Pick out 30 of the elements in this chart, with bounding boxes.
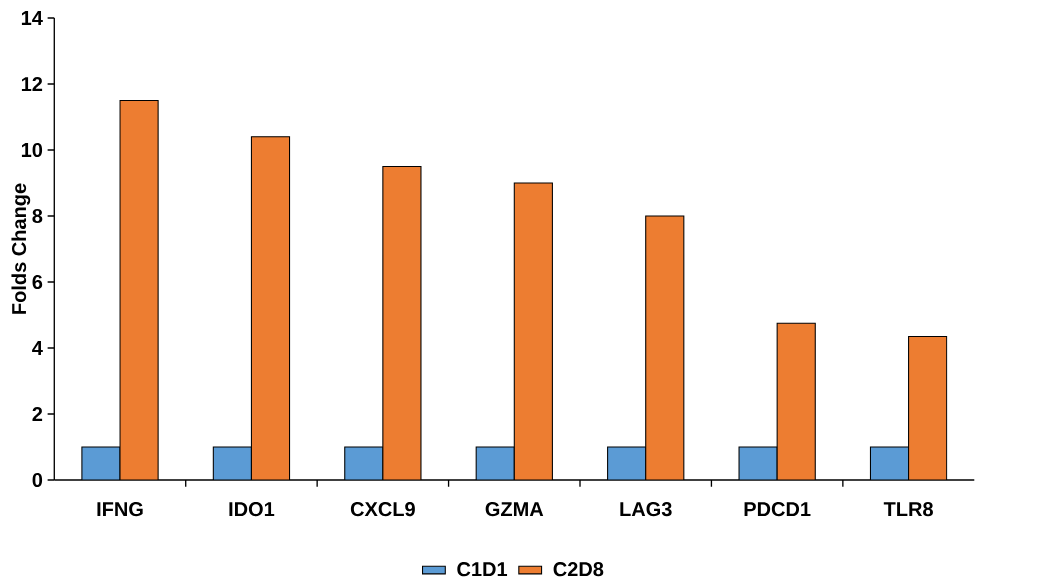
bar <box>119 99 159 480</box>
legend-label: C2D8 <box>553 562 604 577</box>
bar <box>382 165 422 480</box>
y-tick-label: 14 <box>21 11 43 25</box>
y-tick-label: 12 <box>21 77 43 91</box>
y-tick-label: 6 <box>32 274 43 290</box>
x-tick-label: LAG3 <box>620 502 672 517</box>
bar <box>475 446 515 480</box>
x-tick-label: CXCL9 <box>350 502 415 517</box>
y-tick-label: 0 <box>32 472 43 488</box>
bar <box>607 446 647 480</box>
bar <box>212 446 252 480</box>
x-tick-label: PDCD1 <box>744 502 811 517</box>
bar <box>645 215 685 480</box>
bar <box>869 446 910 480</box>
bar <box>776 322 816 480</box>
x-tick-label: TLR8 <box>883 502 933 517</box>
y-tick-label: 4 <box>32 341 43 355</box>
bar <box>250 136 291 480</box>
y-tick-label: 8 <box>32 208 43 224</box>
bar <box>908 335 948 480</box>
bar <box>513 182 553 480</box>
y-tick-label: 2 <box>32 407 43 421</box>
x-tick-label: IDO1 <box>229 502 275 517</box>
x-tick-label: IFNG <box>97 502 143 517</box>
x-tick-label: GZMA <box>485 502 544 517</box>
y-tick-label: 10 <box>21 142 43 158</box>
legend-label: C1D1 <box>457 562 508 577</box>
bar <box>344 446 384 480</box>
y-axis-title: Folds Change <box>11 183 31 314</box>
